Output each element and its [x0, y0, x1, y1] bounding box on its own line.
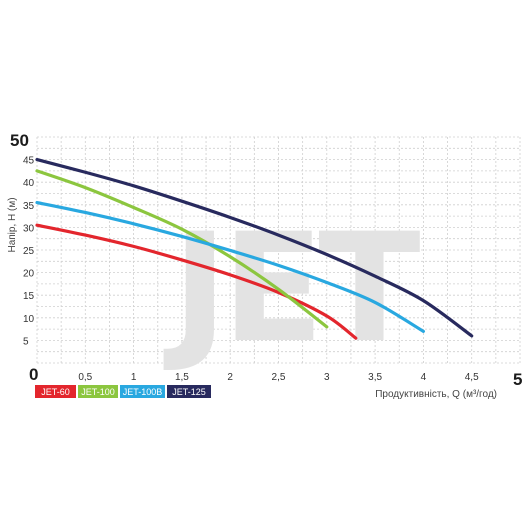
grid [36, 136, 521, 364]
x-tick-label: 1 [131, 372, 137, 383]
x-tick-label: 0,5 [78, 372, 92, 383]
y-tick-label: 40 [23, 178, 35, 189]
legend-swatch [120, 385, 165, 398]
series-line-jet-125 [35, 158, 474, 338]
legend: JET-60 JET-100 JET-100В JET-125 [35, 385, 211, 398]
origin-label: 0 [29, 365, 38, 384]
legend-swatch [35, 385, 76, 398]
x-max-label: 5 [513, 370, 522, 389]
y-tick-label: 35 [23, 201, 35, 212]
y-tick-label: 30 [23, 223, 35, 234]
x-tick-label: 3,5 [368, 372, 382, 383]
x-tick-label: 3 [324, 372, 330, 383]
legend-label: JET-100В [123, 387, 163, 397]
series-line-jet-100 [35, 169, 329, 329]
y-axis-label: Напір, H (м) [7, 197, 18, 252]
tick-labels: 0,5 1 1,5 2 2,5 3 3,5 4 4,5 5 10 15 20 25 30 35 40 45 [23, 156, 479, 383]
y-tick-label: 5 [23, 336, 29, 347]
y-max-label: 50 [10, 131, 29, 150]
y-tick-label: 45 [23, 156, 35, 167]
legend-label: JET-100 [81, 387, 115, 397]
y-tick-label: 10 [23, 314, 35, 325]
y-tick-label: 25 [23, 246, 35, 257]
x-axis-label: Продуктивність, Q (м³/год) [375, 389, 497, 400]
legend-label: JET-125 [172, 387, 206, 397]
series-line-jet-100в [35, 200, 425, 333]
legend-label: JET-60 [41, 387, 70, 397]
x-tick-label: 2 [227, 372, 233, 383]
series-line-jet-60 [35, 223, 358, 340]
series-layer [35, 158, 474, 340]
legend-swatch [167, 385, 211, 398]
x-tick-label: 4 [421, 372, 427, 383]
x-tick-label: 2,5 [272, 372, 286, 383]
x-tick-label: 4,5 [465, 372, 479, 383]
legend-swatch [78, 385, 118, 398]
y-tick-label: 20 [23, 269, 35, 280]
y-tick-label: 15 [23, 291, 35, 302]
x-tick-label: 1,5 [175, 372, 189, 383]
watermark: JET [163, 202, 420, 376]
